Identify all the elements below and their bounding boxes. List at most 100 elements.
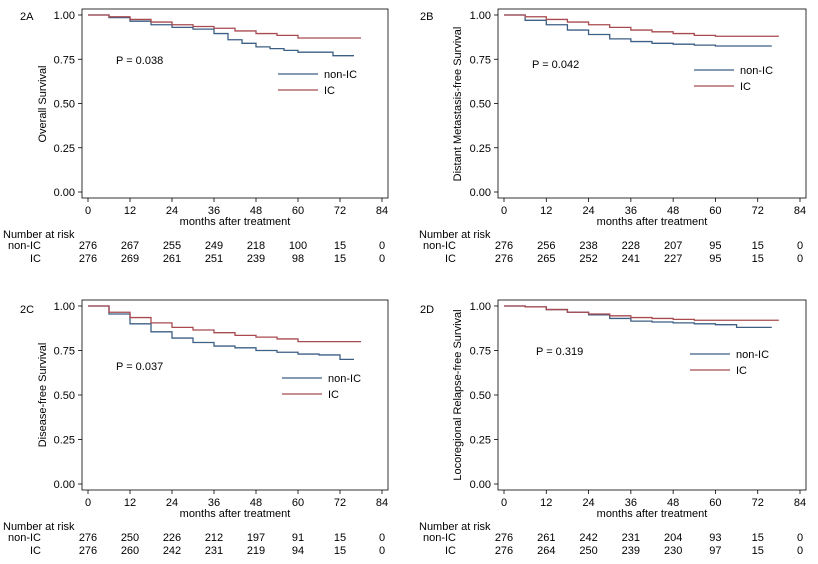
x-tick-label: 84 <box>376 205 388 217</box>
risk-count: 197 <box>247 532 265 544</box>
km-curve-non-ic <box>504 305 772 329</box>
risk-table-header: Number at risk <box>3 229 75 241</box>
risk-row-label: IC <box>445 545 456 557</box>
x-tick-label: 0 <box>501 205 507 217</box>
y-tick-label: 0.00 <box>54 479 75 491</box>
risk-count: 98 <box>292 253 304 265</box>
risk-table-header: Number at risk <box>3 521 75 533</box>
x-tick-label: 36 <box>208 205 220 217</box>
y-tick-label: 0.75 <box>54 346 75 358</box>
km-panel-2d: 2D 0.00 0.25 0.50 0.75 1.00 0 12 24 36 48 60 72 84 mon… <box>419 299 807 557</box>
y-tick-label: 0.25 <box>54 435 75 447</box>
y-tick-label: 0.25 <box>470 143 491 155</box>
risk-count: 238 <box>579 240 597 252</box>
risk-count: 0 <box>797 240 803 252</box>
x-tick-label: 60 <box>292 205 304 217</box>
panel-label: 2B <box>420 11 433 23</box>
legend-label: IC <box>328 389 339 401</box>
risk-count: 212 <box>205 532 223 544</box>
risk-count: 15 <box>334 240 346 252</box>
x-tick-label: 12 <box>124 497 136 509</box>
x-tick-label: 84 <box>794 205 806 217</box>
risk-count: 276 <box>495 532 513 544</box>
risk-count: 255 <box>163 240 181 252</box>
risk-row-label: non-IC <box>8 532 41 544</box>
risk-count: 276 <box>79 253 97 265</box>
risk-count: 276 <box>79 240 97 252</box>
legend-label: IC <box>324 85 335 97</box>
x-tick-label: 24 <box>166 497 178 509</box>
risk-count: 204 <box>664 532 682 544</box>
x-tick-label: 0 <box>85 205 91 217</box>
risk-count: 264 <box>537 545 555 557</box>
p-value: P = 0.319 <box>536 346 583 358</box>
x-tick-label: 12 <box>124 205 136 217</box>
risk-row-label: non-IC <box>8 240 41 252</box>
x-tick-label: 48 <box>667 497 679 509</box>
x-axis-title: months after treatment <box>180 216 291 228</box>
km-panel-2c: 2C 0.00 0.25 0.50 0.75 1.00 0 12 24 36 48 60 72 84 mon… <box>3 299 389 557</box>
y-tick-label: 1.00 <box>470 301 491 313</box>
x-tick-label: 0 <box>85 497 91 509</box>
x-tick-label: 48 <box>250 205 262 217</box>
x-axis-title: months after treatment <box>597 508 708 520</box>
panel-label: 2A <box>20 11 34 23</box>
risk-count: 218 <box>247 240 265 252</box>
x-axis-title: months after treatment <box>597 216 708 228</box>
risk-count: 242 <box>163 545 181 557</box>
y-tick-label: 0.00 <box>470 187 491 199</box>
x-tick-label: 60 <box>292 497 304 509</box>
x-tick-label: 36 <box>208 497 220 509</box>
risk-count: 231 <box>622 532 640 544</box>
legend-label: non-IC <box>328 373 361 385</box>
x-tick-label: 60 <box>709 497 721 509</box>
legend-label: non-IC <box>736 349 769 361</box>
risk-count: 228 <box>622 240 640 252</box>
risk-count: 0 <box>379 240 385 252</box>
x-tick-label: 84 <box>794 497 806 509</box>
x-tick-label: 72 <box>752 205 764 217</box>
risk-count: 276 <box>495 240 513 252</box>
km-curve-non-ic <box>504 14 772 47</box>
risk-count: 267 <box>121 240 139 252</box>
p-value: P = 0.038 <box>116 55 163 67</box>
risk-count: 260 <box>121 545 139 557</box>
panel-label: 2C <box>20 304 34 316</box>
risk-count: 94 <box>292 545 304 557</box>
x-tick-label: 72 <box>334 205 346 217</box>
y-tick-label: 0.50 <box>54 390 75 402</box>
legend-label: non-IC <box>324 69 357 81</box>
km-curve-ic <box>504 14 779 37</box>
risk-count: 250 <box>121 532 139 544</box>
y-tick-label: 0.50 <box>54 99 75 111</box>
p-value: P = 0.042 <box>532 59 579 71</box>
panel-label: 2D <box>420 304 434 316</box>
plot-frame <box>497 299 807 491</box>
risk-count: 230 <box>664 545 682 557</box>
risk-count: 239 <box>247 253 265 265</box>
y-tick-label: 1.00 <box>54 10 75 22</box>
risk-count: 227 <box>664 253 682 265</box>
risk-row-label: IC <box>30 253 41 265</box>
y-tick-label: 0.50 <box>470 390 491 402</box>
y-axis-title: Distant Metastasis-free Survival <box>452 27 464 182</box>
risk-count: 0 <box>379 253 385 265</box>
risk-count: 252 <box>579 253 597 265</box>
risk-table-header: Number at risk <box>419 521 491 533</box>
risk-count: 219 <box>247 545 265 557</box>
risk-count: 231 <box>205 545 223 557</box>
risk-count: 276 <box>495 545 513 557</box>
risk-count: 239 <box>622 545 640 557</box>
risk-count: 269 <box>121 253 139 265</box>
risk-count: 261 <box>537 532 555 544</box>
legend-label: IC <box>740 81 751 93</box>
legend-label: IC <box>736 365 747 377</box>
risk-count: 15 <box>752 532 764 544</box>
x-tick-label: 24 <box>582 497 594 509</box>
risk-count: 276 <box>495 253 513 265</box>
km-curve-ic <box>88 14 361 39</box>
km-panel-2b: 2B 0.00 0.25 0.50 0.75 1.00 0 12 24 36 48 60 72 84 mon… <box>419 8 807 265</box>
x-axis-title: months after treatment <box>180 508 291 520</box>
km-curve-non-ic <box>88 305 354 361</box>
